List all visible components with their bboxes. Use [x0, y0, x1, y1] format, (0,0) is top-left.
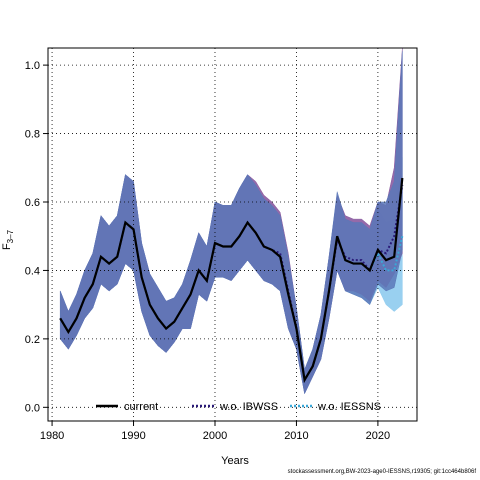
legend: current w.o. IBWSS w.o. IESSNS [96, 401, 381, 413]
x-tick-label-2000: 2000 [203, 430, 227, 442]
y-axis: 0.0 0.2 0.4 0.6 0.8 1.0 [25, 60, 48, 414]
x-tick-label-1990: 1990 [121, 430, 145, 442]
x-tick-label-1980: 1980 [40, 430, 64, 442]
band-current [59, 51, 403, 395]
x-axis: 1980 1990 2000 2010 2020 [40, 421, 390, 442]
legend-label-current: current [124, 401, 158, 413]
y-tick-label-5: 1.0 [25, 60, 40, 72]
y-tick-label-0: 0.0 [25, 402, 40, 414]
confidence-bands [59, 47, 403, 395]
x-axis-title: Years [221, 455, 249, 467]
plot-frame [47, 47, 418, 422]
svg-text:F3–7: F3–7 [1, 229, 15, 250]
y-axis-title: F3–7 [1, 229, 15, 250]
x-tick-label-2020: 2020 [366, 430, 390, 442]
y-tick-label-2: 0.4 [25, 265, 40, 277]
footer-credit: stockassessment.org,BW-2023-age0-IESSNS,… [287, 469, 476, 475]
y-tick-label-4: 0.8 [25, 129, 40, 141]
y-axis-title-main: F [1, 243, 13, 250]
series-lines [59, 177, 404, 384]
y-tick-label-1: 0.2 [25, 334, 40, 346]
legend-label-w-o-ibwss: w.o. IBWSS [219, 401, 278, 413]
line-current [59, 177, 404, 384]
y-axis-title-subscript: 3–7 [6, 229, 15, 243]
legend-label-w-o-iessns: w.o. IESSNS [317, 401, 381, 413]
grid-lines [48, 48, 417, 421]
y-tick-label-3: 0.6 [25, 197, 40, 209]
x-tick-label-2010: 2010 [284, 430, 308, 442]
